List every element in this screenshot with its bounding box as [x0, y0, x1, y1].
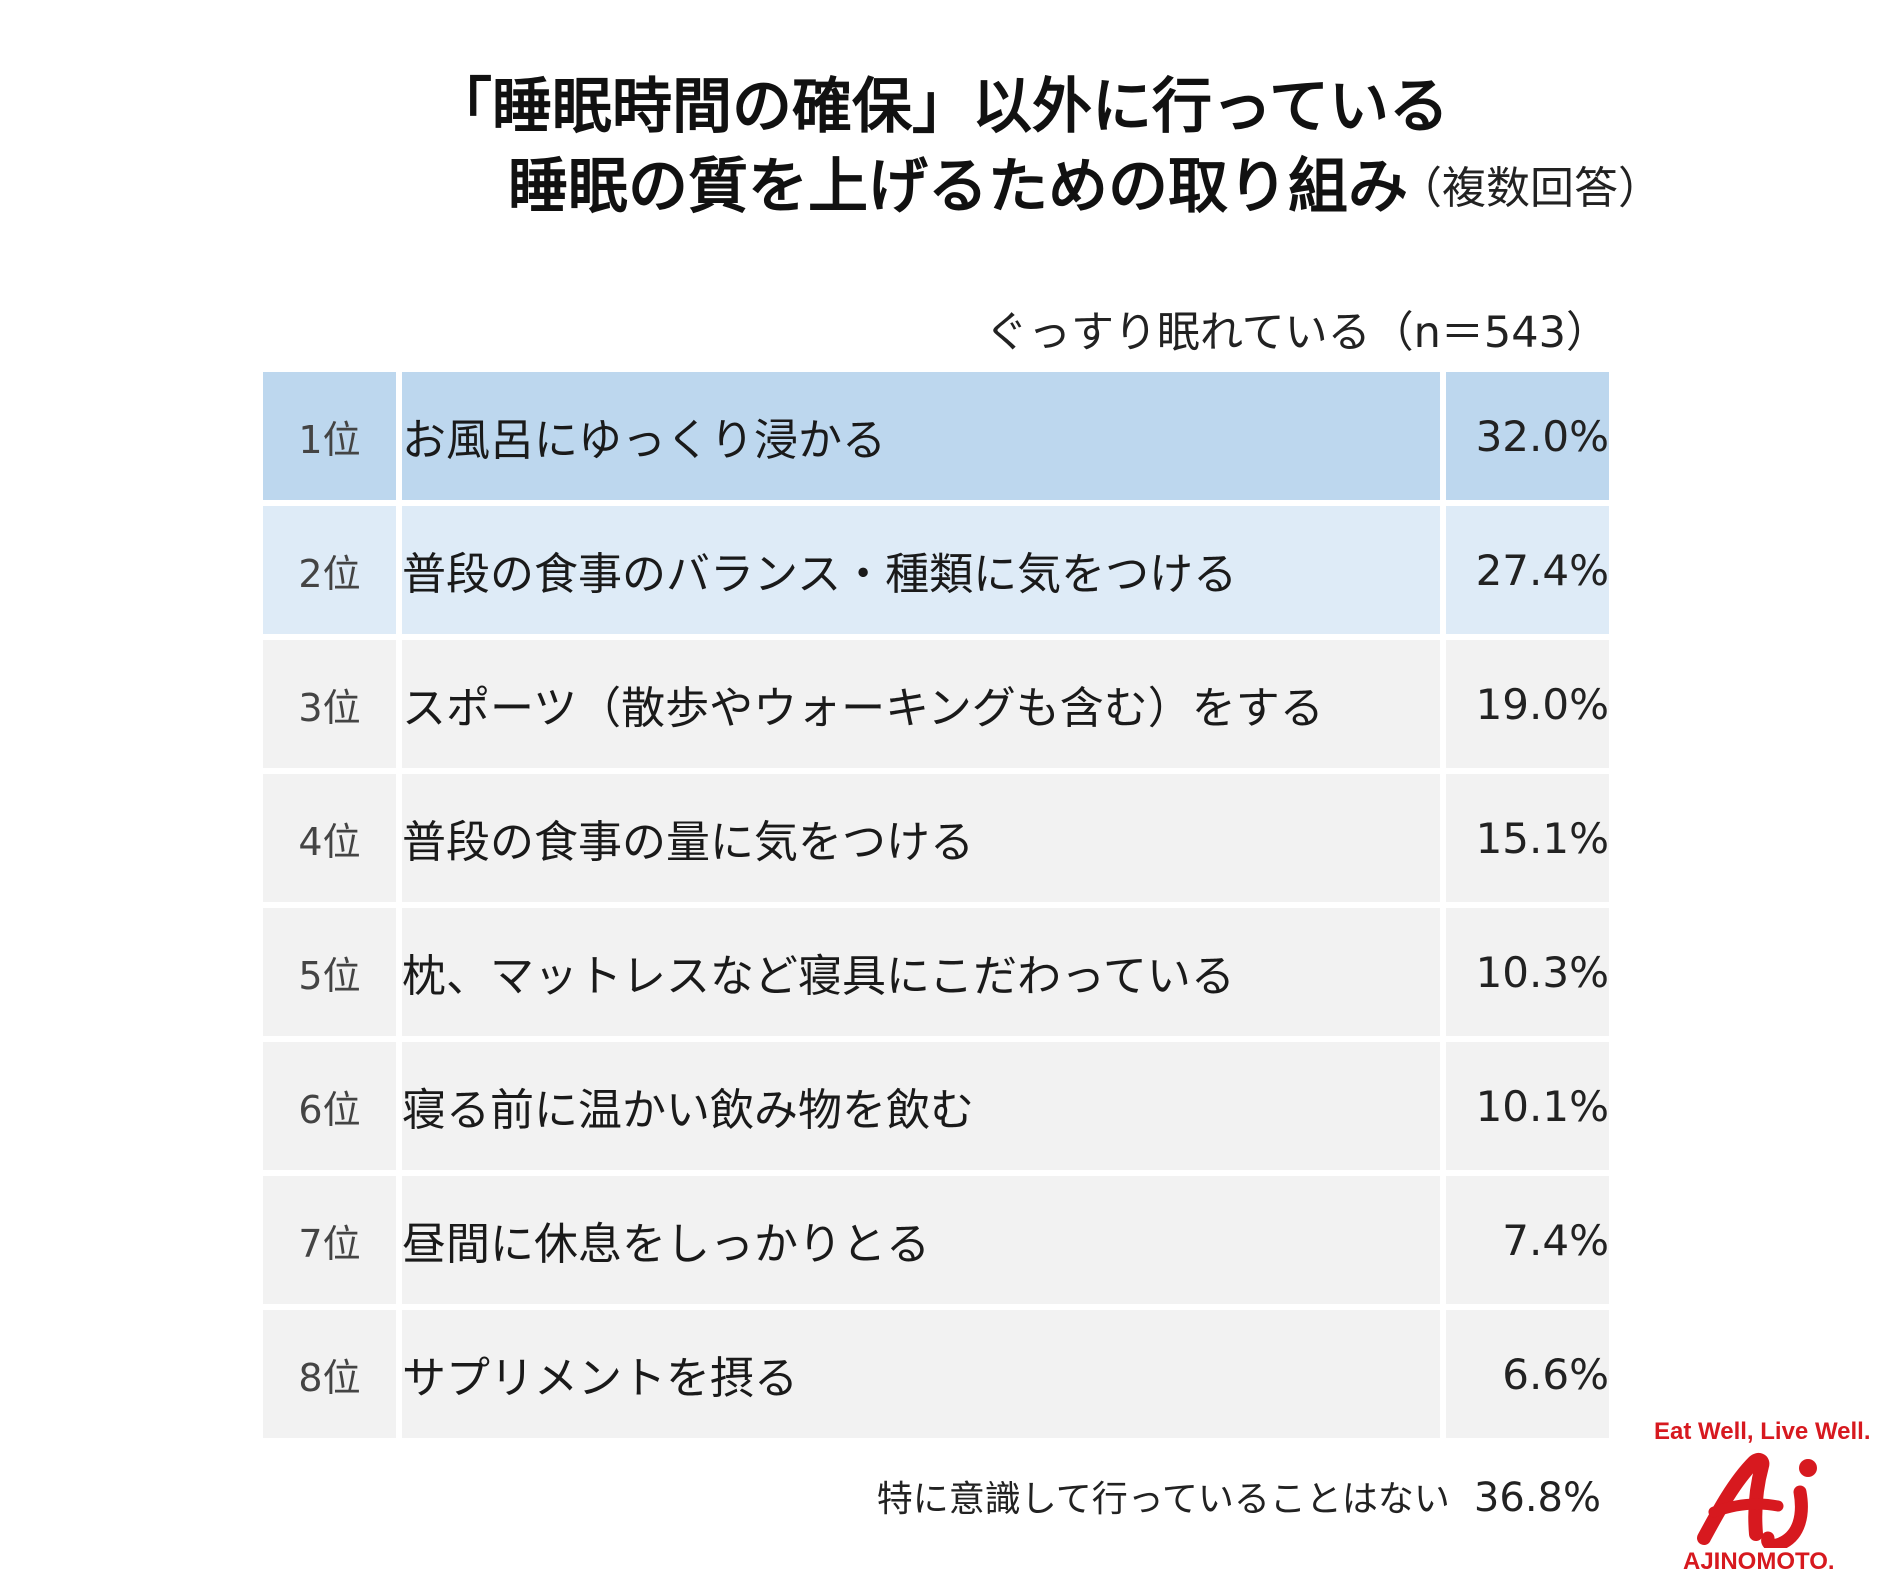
ranking-table: 1位 お風呂にゆっくり浸かる 32.0% 2位 普段の食事のバランス・種類に気をつける 2…	[263, 372, 1609, 1444]
title-note: （複数回答）	[1398, 163, 1662, 214]
table-row: 1位 お風呂にゆっくり浸かる 32.0%	[263, 372, 1609, 500]
table-row: 6位 寝る前に温かい飲み物を飲む 10.1%	[263, 1042, 1609, 1170]
table-row: 4位 普段の食事の量に気をつける 15.1%	[263, 774, 1609, 902]
footer-none-row: 特に意識して行っていることはない 36.8%	[877, 1470, 1601, 1522]
footer-value: 36.8%	[1473, 1475, 1601, 1521]
logo-tagline: Eat Well, Live Well.	[1654, 1418, 1871, 1445]
item-cell: お風呂にゆっくり浸かる	[402, 372, 1440, 500]
item-cell: スポーツ（散歩やウォーキングも含む）をする	[402, 640, 1440, 768]
percent-cell: 19.0%	[1446, 640, 1609, 768]
rank-cell: 3位	[263, 640, 396, 768]
sample-size-label: ぐっすり眠れている（n＝543）	[984, 308, 1609, 358]
footer-label: 特に意識して行っていることはない	[876, 1479, 1450, 1520]
item-cell: 枕、マットレスなど寝具にこだわっている	[402, 908, 1440, 1036]
percent-cell: 27.4%	[1446, 506, 1609, 634]
table-row: 8位 サプリメントを摂る 6.6%	[263, 1310, 1609, 1438]
rank-cell: 2位	[263, 506, 396, 634]
percent-cell: 10.3%	[1446, 908, 1609, 1036]
percent-cell: 32.0%	[1446, 372, 1609, 500]
item-cell: サプリメントを摂る	[402, 1310, 1440, 1438]
percent-cell: 15.1%	[1446, 774, 1609, 902]
ajinomoto-logo-icon	[1697, 1452, 1817, 1548]
item-cell: 普段の食事のバランス・種類に気をつける	[402, 506, 1440, 634]
rank-cell: 5位	[263, 908, 396, 1036]
logo-brand: AJINOMOTO.	[1683, 1548, 1835, 1575]
rank-cell: 8位	[263, 1310, 396, 1438]
item-cell: 寝る前に温かい飲み物を飲む	[402, 1042, 1440, 1170]
percent-cell: 7.4%	[1446, 1176, 1609, 1304]
percent-cell: 10.1%	[1446, 1042, 1609, 1170]
item-cell: 昼間に休息をしっかりとる	[402, 1176, 1440, 1304]
percent-cell: 6.6%	[1446, 1310, 1609, 1438]
table-row: 2位 普段の食事のバランス・種類に気をつける 27.4%	[263, 506, 1609, 634]
rank-cell: 1位	[263, 372, 396, 500]
rank-cell: 4位	[263, 774, 396, 902]
table-row: 3位 スポーツ（散歩やウォーキングも含む）をする 19.0%	[263, 640, 1609, 768]
table-row: 7位 昼間に休息をしっかりとる 7.4%	[263, 1176, 1609, 1304]
rank-cell: 7位	[263, 1176, 396, 1304]
title-line-1: 「睡眠時間の確保」以外に行っている	[432, 72, 1449, 142]
rank-cell: 6位	[263, 1042, 396, 1170]
title-line-2: 睡眠の質を上げるための取り組み	[508, 152, 1408, 222]
table-row: 5位 枕、マットレスなど寝具にこだわっている 10.3%	[263, 908, 1609, 1036]
item-cell: 普段の食事の量に気をつける	[402, 774, 1440, 902]
